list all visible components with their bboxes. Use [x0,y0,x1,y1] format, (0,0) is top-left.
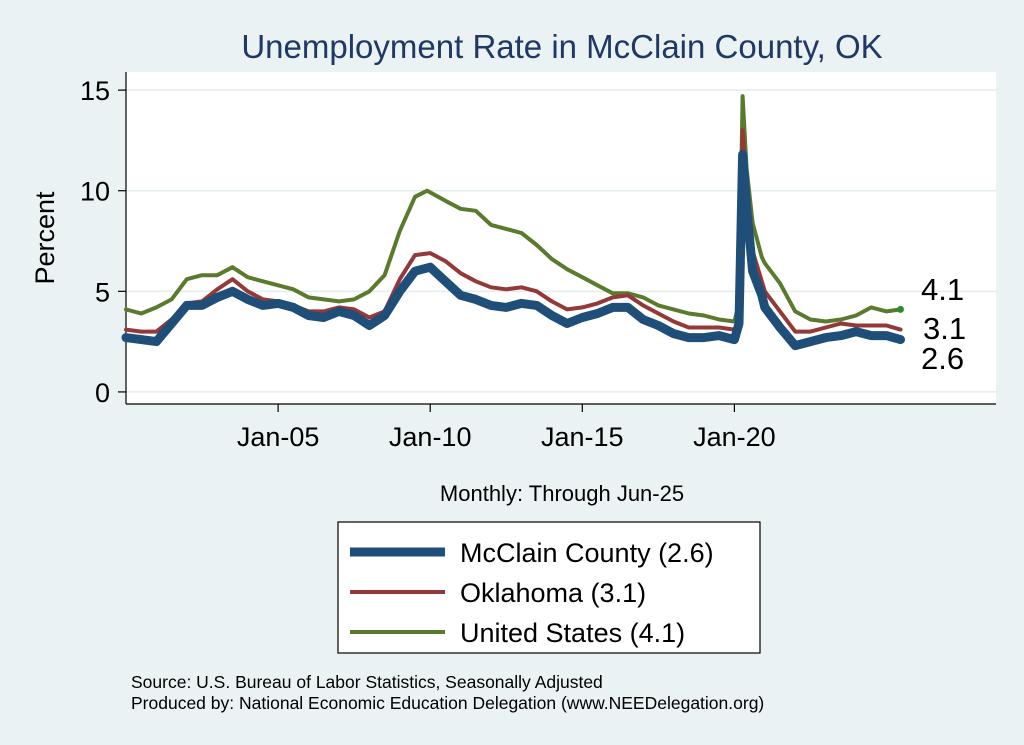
legend-label-us: United States (4.1) [460,618,685,648]
end-label-oklahoma: 3.1 [923,311,966,346]
plot-area [126,72,996,404]
y-tick-label-1: 5 [95,277,110,307]
chart-title: Unemployment Rate in McClain County, OK [241,28,882,65]
end-label-us: 4.1 [921,272,964,307]
source-line: Source: U.S. Bureau of Labor Statistics,… [131,672,603,692]
x-tick-label-0: Jan-05 [237,422,320,452]
legend-label-mcclain: McClain County (2.6) [460,538,714,568]
us-end-point [896,305,904,313]
y-tick-label-0: 0 [95,378,110,408]
x-axis-label: Monthly: Through Jun-25 [440,481,684,506]
source-note: Source: U.S. Bureau of Labor Statistics,… [131,672,764,714]
y-tick-label-3: 15 [80,76,110,106]
legend-label-oklahoma: Oklahoma (3.1) [460,578,646,608]
series-line-mcclain-county [121,150,905,351]
y-tick-label-2: 10 [80,177,110,207]
x-tick-label-1: Jan-10 [389,422,472,452]
x-axis-ticks: Jan-05 Jan-10 Jan-15 Jan-20 [237,404,776,452]
producer-line: Produced by: National Economic Education… [131,693,765,713]
x-tick-label-2: Jan-15 [541,422,624,452]
series-lines [121,94,905,351]
y-axis-ticks: 0 5 10 15 [80,76,126,408]
series-line-united-states [124,94,903,324]
y-axis-label: Percent [30,191,60,285]
end-label-mcclain: 2.6 [921,341,964,376]
x-tick-label-3: Jan-20 [693,422,776,452]
gridlines [126,89,996,393]
legend: McClain County (2.6) Oklahoma (3.1) Unit… [337,521,761,654]
